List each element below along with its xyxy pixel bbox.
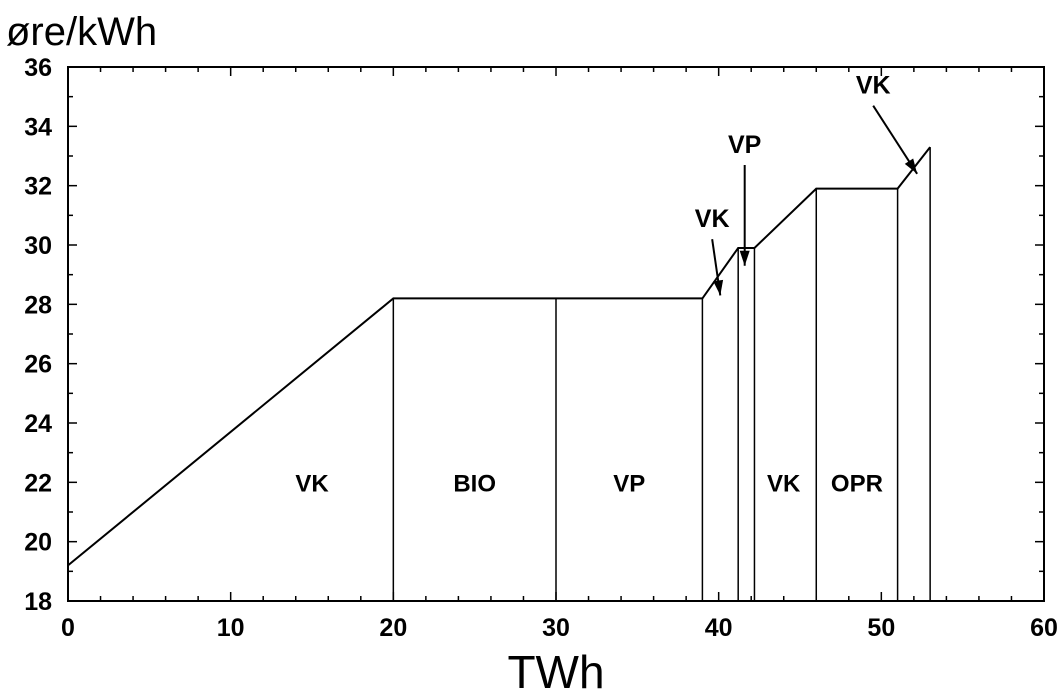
x-tick-label: 60 bbox=[1030, 614, 1058, 642]
x-tick-label: 20 bbox=[379, 614, 407, 642]
region-label: BIO bbox=[453, 470, 496, 497]
x-tick-label: 10 bbox=[217, 614, 245, 642]
y-tick-label: 26 bbox=[24, 351, 52, 379]
y-tick-label: 30 bbox=[24, 232, 52, 260]
y-tick-label: 32 bbox=[24, 173, 52, 201]
y-tick-label: 18 bbox=[24, 588, 52, 616]
y-tick-label: 22 bbox=[24, 469, 52, 497]
callout-label: VK bbox=[856, 72, 891, 100]
y-tick-label: 36 bbox=[24, 54, 52, 82]
x-tick-label: 40 bbox=[705, 614, 733, 642]
series-group bbox=[67, 146, 931, 567]
x-tick-label: 0 bbox=[61, 614, 75, 642]
y-axis-label: øre/kWh bbox=[6, 10, 157, 54]
x-axis-label: TWh bbox=[507, 646, 604, 695]
region-label: VK bbox=[767, 470, 801, 497]
callout-arrowhead bbox=[904, 158, 918, 174]
region-label: VK bbox=[295, 470, 329, 497]
callout-annotations: VK VP VK bbox=[695, 72, 918, 296]
y-tick-label: 24 bbox=[24, 410, 52, 438]
x-tick-label: 50 bbox=[867, 614, 895, 642]
callout-arrowhead bbox=[713, 279, 724, 296]
region-labels: VK BIO VP VK OPR bbox=[295, 470, 883, 497]
callout-label: VP bbox=[728, 131, 761, 159]
callout-label: VK bbox=[695, 205, 730, 233]
callout-arrowhead bbox=[739, 250, 750, 266]
region-label: VP bbox=[613, 470, 645, 497]
x-tick-label: 30 bbox=[542, 614, 570, 642]
y-tick-label: 28 bbox=[24, 291, 52, 319]
y-tick-label: 34 bbox=[24, 113, 52, 141]
region-dividers bbox=[392, 147, 931, 601]
region-label: OPR bbox=[831, 470, 883, 497]
y-tick-label: 20 bbox=[24, 529, 52, 557]
axis-tick-labels: 18 20 22 24 26 28 30 32 34 36 0 10 20 30 40 50 60 bbox=[24, 54, 1058, 642]
cost-curve-line bbox=[67, 146, 931, 567]
